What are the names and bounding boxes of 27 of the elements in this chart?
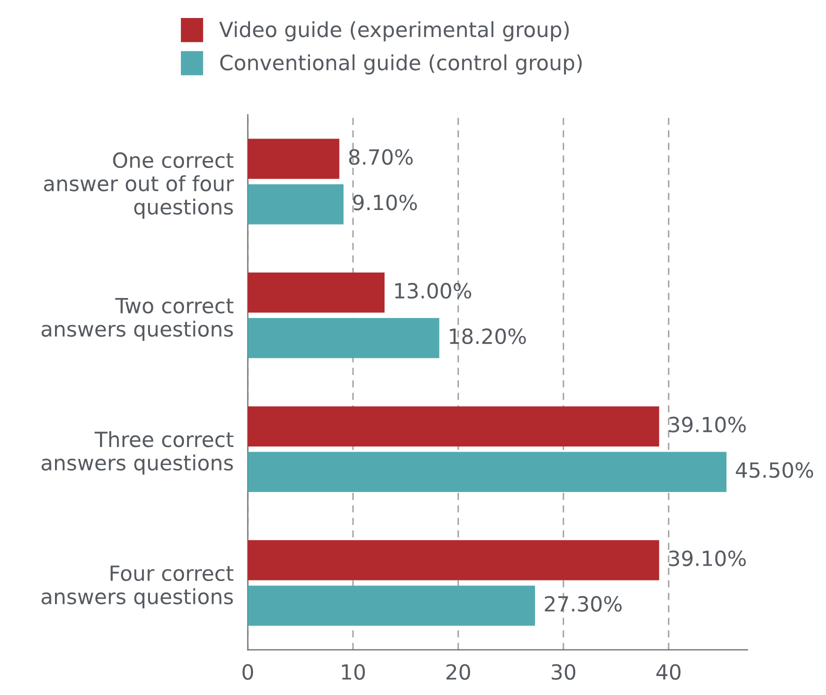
data-label: 39.10% (669, 416, 746, 432)
data-label: 13.00% (395, 282, 472, 299)
bar (248, 406, 660, 446)
data-label: 39.10% (669, 550, 746, 566)
data-label: 8.70% (349, 149, 413, 165)
y-tick-label: One correct answer out of four questions (44, 152, 234, 219)
data-label: 27.30% (544, 596, 622, 612)
bar (248, 586, 536, 626)
x-tick-label: 0 (242, 664, 254, 680)
y-tick-label: Four correct answers questions (42, 566, 234, 608)
legend-label: Video guide (experimental group) (219, 21, 569, 42)
x-tick-label: 40 (656, 664, 680, 680)
bar (248, 540, 660, 580)
bar (248, 184, 344, 224)
x-tick-label: 30 (552, 664, 576, 680)
y-tick-label: Three correct answers questions (42, 431, 234, 475)
data-label: 18.20% (450, 328, 526, 344)
y-tick-label: Two correct answers questions (42, 298, 234, 341)
data-label: 9.10% (353, 194, 417, 210)
x-tick-label: 20 (446, 664, 470, 680)
x-tick-label: 10 (342, 664, 365, 680)
bar (248, 452, 726, 492)
bar (248, 138, 340, 179)
legend-label: Conventional guide (control group) (220, 54, 582, 74)
bar (248, 272, 385, 313)
data-label: 45.50% (736, 462, 814, 478)
bar (248, 318, 440, 358)
